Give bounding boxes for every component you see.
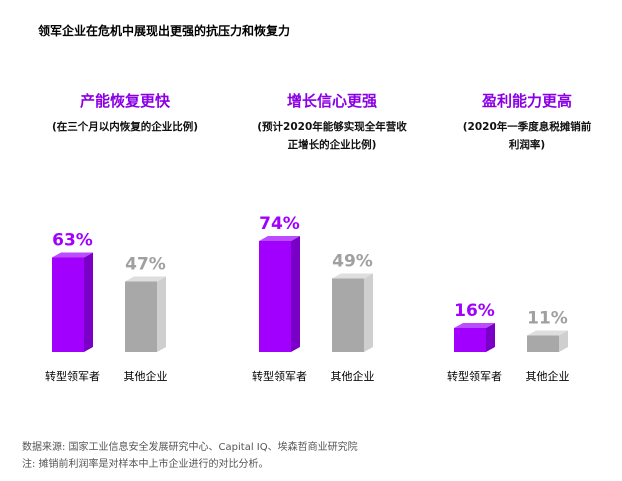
bar-top — [527, 330, 568, 336]
bar-top — [332, 273, 373, 279]
chart-panel-growth-confidence: 增长信心更强 (预计2020年能够实现全年营收 正增长的企业比例) 74% 转型领… — [237, 90, 427, 390]
panel-subtitle: (在三个月以内恢复的企业比例) — [30, 118, 220, 136]
chart-panel-capacity-recovery: 产能恢复更快 (在三个月以内恢复的企业比例) 63% 转型领军者 47% 其他企业 — [30, 90, 220, 390]
bar-side — [291, 236, 300, 352]
panel-subtitle-line: (2020年一季度息税摊销前 — [462, 121, 592, 133]
bar-leaders — [52, 252, 93, 352]
panel-heading: 盈利能力更高 — [481, 92, 572, 110]
bar-others — [125, 276, 166, 352]
data-label: 49% — [332, 252, 373, 272]
bar-chart: 16% 转型领军者 11% 其他企业 — [447, 301, 570, 383]
bar-side — [157, 276, 166, 352]
panel-subtitle-line: 正增长的企业比例) — [287, 139, 377, 151]
bar-front — [259, 241, 291, 352]
data-label: 47% — [125, 255, 166, 275]
bar-top — [454, 323, 495, 328]
data-label: 74% — [259, 214, 300, 234]
bar-side — [486, 323, 495, 352]
bar-side — [84, 252, 93, 352]
bar-front — [52, 257, 84, 352]
panel-subtitle-line: 利润率) — [508, 139, 546, 151]
bar-front — [125, 281, 157, 352]
panel-subtitle: (2020年一季度息税摊销前 利润率) — [432, 118, 622, 154]
page-title: 领军企业在危机中展现出更强的抗压力和恢复力 — [38, 24, 291, 38]
footnote: 注: 摊销前利润率是对样本中上市企业进行的对比分析。 — [22, 459, 269, 470]
bar-leaders — [259, 236, 300, 352]
bar-others — [527, 330, 568, 352]
category-label: 其他企业 — [331, 369, 375, 383]
category-label: 其他企业 — [124, 369, 168, 383]
data-label: 63% — [52, 231, 93, 251]
panel-subtitle-line: (在三个月以内恢复的企业比例) — [51, 121, 199, 133]
bar-top — [52, 252, 93, 258]
category-label: 其他企业 — [526, 369, 570, 383]
panel-heading: 增长信心更强 — [286, 92, 377, 110]
bar-others — [332, 273, 373, 352]
data-label: 16% — [454, 301, 495, 321]
panel-subtitle-line: (预计2020年能够实现全年营收 — [257, 121, 407, 133]
data-source: 数据来源: 国家工业信息安全发展研究中心、Capital IQ、埃森哲商业研究院 — [22, 442, 358, 453]
bar-chart: 63% 转型领军者 47% 其他企业 — [45, 231, 168, 384]
bar-front — [454, 328, 486, 352]
category-label: 转型领军者 — [45, 369, 100, 383]
bar-side — [559, 330, 568, 352]
bar-top — [125, 276, 166, 282]
panel-heading: 产能恢复更快 — [79, 92, 170, 110]
category-label: 转型领军者 — [252, 369, 307, 383]
bar-front — [527, 335, 559, 352]
bar-leaders — [454, 323, 495, 352]
bar-chart: 74% 转型领军者 49% 其他企业 — [252, 214, 375, 383]
data-label: 11% — [527, 309, 568, 329]
bar-side — [364, 273, 373, 352]
panel-subtitle: (预计2020年能够实现全年营收 正增长的企业比例) — [237, 118, 427, 154]
category-label: 转型领军者 — [447, 369, 502, 383]
chart-panel-profitability: 盈利能力更高 (2020年一季度息税摊销前 利润率) 16% 转型领军者 11% 其他… — [432, 90, 622, 390]
bar-front — [332, 278, 364, 352]
bar-top — [259, 236, 300, 241]
